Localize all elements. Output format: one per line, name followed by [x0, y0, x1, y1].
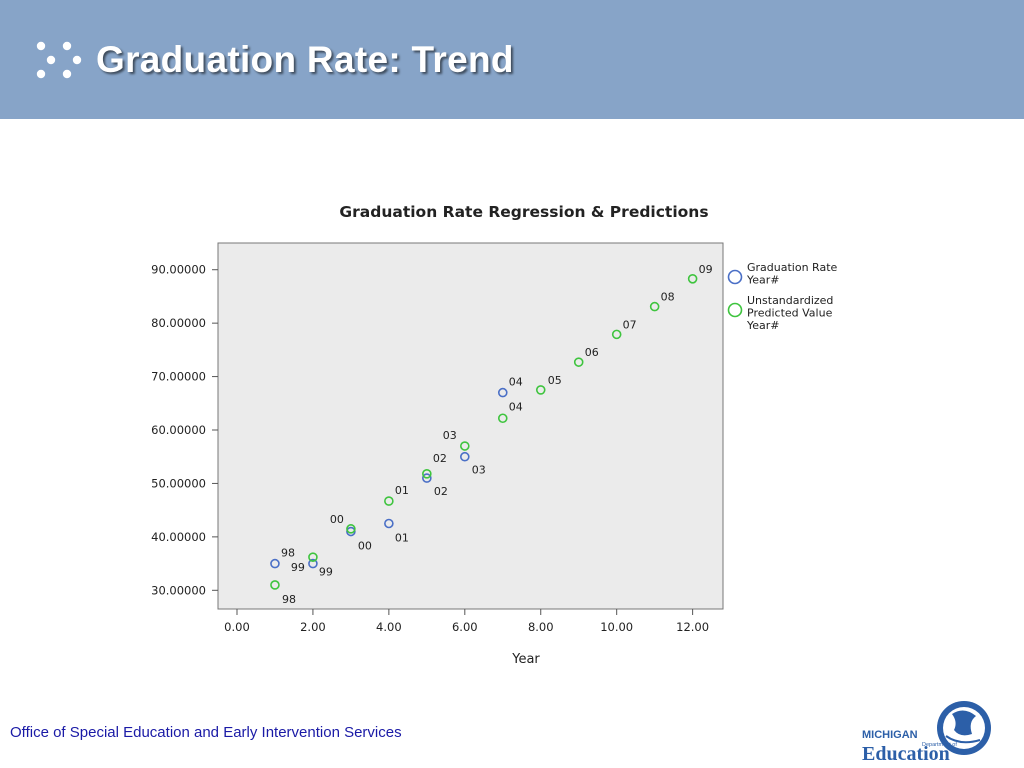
x-tick-label: 6.00 — [452, 620, 478, 634]
grad-rate-point — [460, 451, 470, 462]
chart-title: Graduation Rate Regression & Predictions — [339, 203, 708, 221]
legend-label: Graduation Rate — [747, 261, 838, 274]
legend-label: Year# — [746, 274, 780, 287]
y-tick-label: 60.00000 — [151, 423, 206, 437]
y-tick-label: 40.00000 — [151, 530, 206, 544]
grad-rate-point — [308, 558, 318, 569]
predicted-value-point — [687, 273, 698, 284]
logo-line-education: Education — [862, 743, 950, 764]
predicted-value-point — [460, 441, 470, 451]
predicted-value-point — [611, 329, 622, 340]
predicted-value-point — [346, 524, 356, 534]
predicted-value-point — [649, 301, 660, 312]
point-label: 04 — [509, 400, 523, 413]
legend-label: Unstandardized — [747, 294, 833, 307]
point-label: 07 — [623, 318, 637, 331]
point-label: 00 — [358, 540, 372, 553]
grad-rate-point — [270, 558, 280, 569]
grad-rate-point — [422, 473, 432, 483]
point-label: 98 — [282, 593, 296, 606]
point-label: 00 — [330, 513, 344, 526]
point-label: 08 — [661, 291, 675, 304]
point-label: 99 — [319, 566, 333, 579]
point-label: 98 — [281, 547, 295, 560]
point-label: 06 — [585, 346, 599, 359]
grad-rate-point — [346, 526, 356, 537]
legend-marker — [727, 302, 743, 318]
y-tick-label: 80.00000 — [151, 316, 206, 330]
point-label: 99 — [291, 561, 305, 574]
legend: Graduation RateYear#UnstandardizedPredic… — [727, 261, 838, 332]
point-label: 01 — [395, 532, 409, 545]
slide-title: Graduation Rate: Trend — [96, 39, 514, 80]
x-tick-label: 0.00 — [224, 620, 250, 634]
y-axis: 30.00000 40.00000 50.00000 60.00000 70.00000… — [151, 263, 218, 597]
x-tick-label: 8.00 — [528, 620, 554, 634]
x-axis-label: Year — [511, 652, 540, 667]
regression-chart: Graduation Rate Regression & Predictions… — [151, 203, 838, 667]
michigan-education-logo: MICHIGAN Department of Education — [862, 701, 991, 764]
point-label: 03 — [443, 429, 457, 442]
x-tick-label: 12.00 — [676, 620, 709, 634]
predicted-value-point — [573, 357, 584, 367]
bullet-dots-icon — [36, 41, 82, 79]
point-label: 05 — [548, 374, 562, 387]
x-axis: 0.00 2.00 4.00 6.00 8.00 10.00 12.00 — [224, 609, 709, 634]
predicted-value-point — [308, 552, 318, 562]
y-tick-label: 70.00000 — [151, 370, 206, 384]
grad-rate-point — [384, 518, 394, 529]
y-tick-label: 30.00000 — [151, 583, 206, 597]
legend-label: Predicted Value — [747, 307, 833, 320]
grad-rate-point — [497, 387, 508, 398]
point-label: 01 — [395, 484, 409, 497]
point-label: 02 — [434, 485, 448, 498]
predicted-value-point — [384, 496, 394, 506]
point-label: 04 — [509, 376, 523, 389]
predicted-value-point — [535, 385, 546, 395]
predicted-value-point — [270, 580, 280, 590]
predicted-value-point — [497, 413, 508, 424]
legend-label: Year# — [746, 319, 780, 332]
y-tick-label: 50.00000 — [151, 476, 206, 490]
legend-marker — [727, 269, 743, 285]
predicted-value-point — [422, 469, 432, 479]
point-label: 09 — [699, 263, 713, 276]
footer-office-name: Office of Special Education and Early In… — [10, 724, 402, 741]
slide-header: Graduation Rate: Trend — [0, 0, 1024, 119]
point-label: 03 — [472, 464, 486, 477]
logo-line-department: Department of — [922, 742, 957, 748]
y-tick-label: 90.00000 — [151, 263, 206, 277]
x-tick-label: 2.00 — [300, 620, 326, 634]
plot-area — [217, 242, 724, 610]
x-tick-label: 10.00 — [600, 620, 633, 634]
x-tick-label: 4.00 — [376, 620, 402, 634]
point-label: 02 — [433, 452, 447, 465]
logo-line-michigan: MICHIGAN — [862, 729, 918, 741]
